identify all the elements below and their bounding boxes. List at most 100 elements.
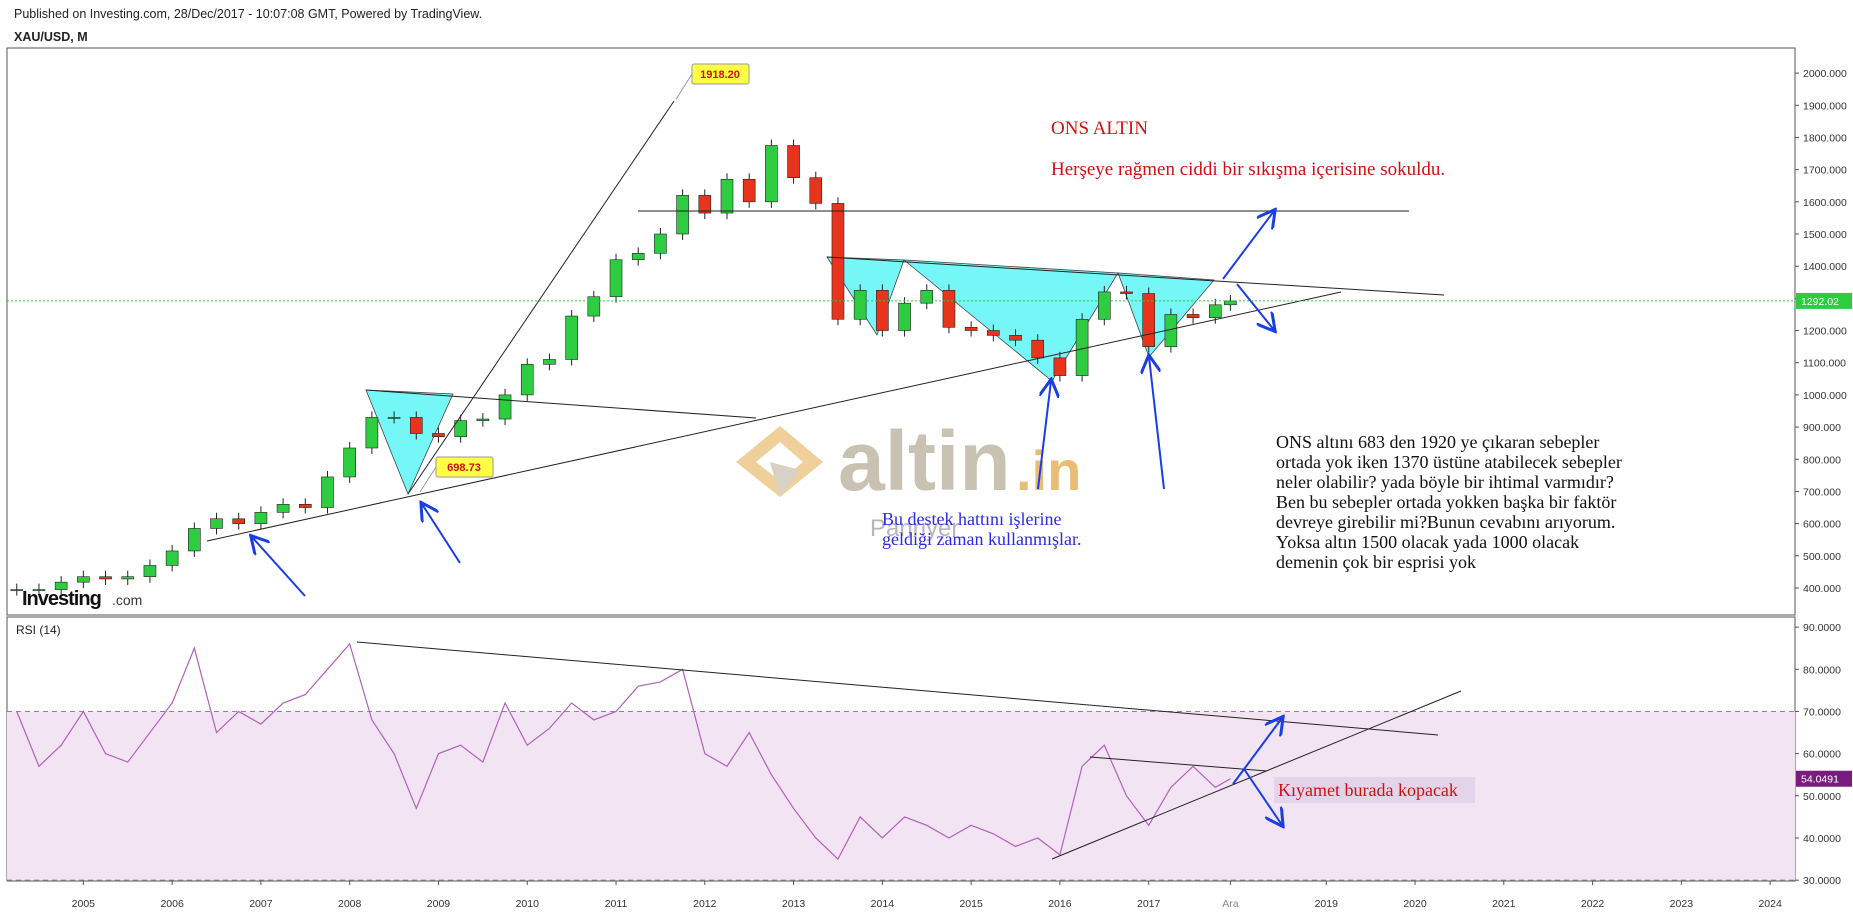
y-tick-label: 1200.000: [1803, 326, 1847, 338]
y-tick-label: 30.0000: [1803, 875, 1841, 887]
x-tick-label: 2010: [516, 898, 540, 910]
y-tick-label: 1700.000: [1803, 165, 1847, 177]
x-tick-label: 2009: [427, 898, 451, 910]
y-tick-label: 500.000: [1803, 551, 1841, 563]
x-tick-label: 2014: [871, 898, 895, 910]
callout-pointer: [675, 73, 693, 100]
annotation-box: [1274, 777, 1475, 803]
y-tick-label: 900.000: [1803, 422, 1841, 434]
callout-pointer: [419, 466, 437, 493]
candle: [765, 145, 778, 203]
y-tick-label: 1400.000: [1803, 261, 1847, 273]
candle: [10, 589, 24, 591]
candle: [143, 565, 157, 578]
callout-label: 1918.20: [700, 69, 740, 81]
candle: [99, 576, 112, 580]
candle: [276, 504, 290, 513]
y-tick-label: 2000.000: [1803, 68, 1847, 80]
x-tick-label: 2012: [693, 898, 717, 910]
y-tick-label: 1800.000: [1803, 132, 1847, 144]
annotation: geldiği zaman kullanmışlar.: [882, 529, 1081, 549]
trendline: [206, 100, 1462, 860]
watermark-logo: [736, 426, 823, 497]
candle: [409, 417, 423, 434]
candle: [898, 302, 911, 331]
candle: [698, 195, 712, 214]
source-logo: Investing: [22, 588, 101, 610]
x-tick-label: 2013: [782, 898, 806, 910]
arrow: [252, 211, 1282, 825]
x-tick-label: 2007: [249, 898, 273, 910]
candle: [321, 476, 334, 508]
x-tick-label: 2019: [1315, 898, 1339, 910]
annotation: ortada yok iken 1370 üstüne atabilecek s…: [1276, 452, 1622, 472]
candle: [476, 418, 490, 421]
candle: [365, 417, 379, 449]
candle: [498, 394, 512, 420]
y-tick-label: 1500.000: [1803, 229, 1847, 241]
candle: [587, 296, 601, 317]
y-tick-label: 90.0000: [1803, 622, 1841, 634]
candle: [210, 518, 223, 529]
candle: [121, 576, 135, 580]
x-tick-label: 2023: [1670, 898, 1694, 910]
candle: [232, 518, 246, 524]
y-tick-label: 1900.000: [1803, 100, 1847, 112]
candle: [520, 364, 534, 396]
y-tick-label: 50.0000: [1803, 791, 1841, 803]
candle: [1186, 314, 1200, 318]
candle: [942, 290, 956, 328]
candle: [676, 195, 689, 235]
candle: [1098, 291, 1111, 320]
candle: [54, 581, 68, 590]
candle: [298, 504, 312, 508]
last-rsi-box: [1796, 770, 1852, 787]
candle: [188, 528, 201, 552]
price-panel: [6, 47, 1796, 616]
rsi-title: RSI (14): [16, 623, 61, 637]
annotation: Herşeye rağmen ciddi bir sıkışma içerisi…: [1051, 159, 1445, 180]
y-tick-label: 600.000: [1803, 519, 1841, 531]
x-tick-label: 2020: [1403, 898, 1427, 910]
candle: [1120, 291, 1133, 294]
candle: [920, 290, 934, 304]
callout-box: [435, 456, 494, 478]
y-tick-label: 60.0000: [1803, 749, 1841, 761]
y-tick-label: 1000.000: [1803, 390, 1847, 402]
rsi-band: [7, 711, 1795, 881]
x-tick-label: 2021: [1492, 898, 1516, 910]
y-tick-label: 1100.000: [1803, 358, 1846, 370]
watermark: .in: [1016, 439, 1081, 502]
candle: [1009, 335, 1022, 341]
last-rsi-label: 54.0491: [1801, 774, 1839, 786]
candle: [343, 447, 356, 478]
candle: [876, 290, 889, 331]
annotation: Bu destek hattını işlerine: [882, 509, 1061, 529]
x-tick-label: Ara: [1222, 898, 1239, 910]
last-price-label: 1292.02: [1801, 296, 1839, 308]
candle: [987, 330, 1000, 336]
watermark: altin: [838, 414, 1011, 508]
candle: [1031, 339, 1045, 359]
y-tick-label: 400.000: [1803, 583, 1841, 595]
candle: [432, 433, 445, 438]
candle: [787, 145, 800, 178]
annotation: demenin çok bir esprisi yok: [1276, 552, 1476, 572]
candle: [1224, 300, 1237, 306]
x-tick-label: 2022: [1581, 898, 1605, 910]
candle: [831, 203, 845, 320]
x-tick-label: 2015: [959, 898, 983, 910]
candle: [631, 253, 645, 261]
rsi-line: [16, 642, 1231, 861]
y-tick-label: 800.000: [1803, 454, 1841, 466]
y-tick-label: 80.0000: [1803, 664, 1841, 676]
x-tick-label: 2006: [160, 898, 184, 910]
candle: [454, 420, 467, 438]
candle: [77, 576, 90, 583]
candle: [1208, 304, 1222, 318]
y-tick-label: 700.000: [1803, 486, 1841, 498]
candle: [254, 512, 268, 524]
candle: [742, 178, 756, 203]
candle: [809, 177, 823, 204]
